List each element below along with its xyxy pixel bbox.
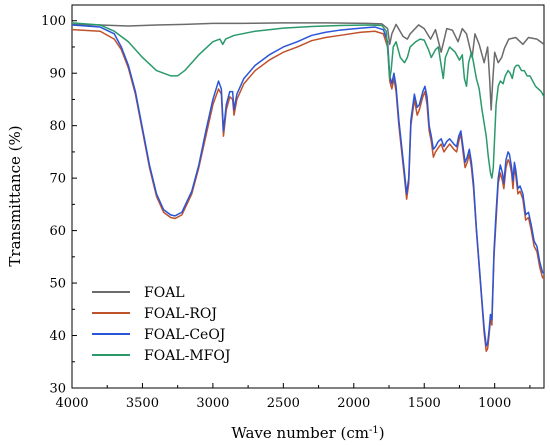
x-tick-label: 1000	[478, 396, 511, 411]
legend: FOAL FOAL-ROJ FOAL-CeOJ FOAL-MFOJ	[92, 285, 230, 364]
y-tick-label: 90	[49, 67, 66, 82]
y-tick-label: 60	[49, 224, 66, 239]
x-tick-label: 3500	[126, 396, 159, 411]
x-axis-title: Wave number (cm-1)	[231, 424, 384, 442]
x-axis-ticks: 4000 3500 3000 2500 2000 1500 1000	[55, 383, 531, 411]
y-tick-label: 70	[49, 172, 66, 187]
series-line-foal-ceoj	[72, 24, 544, 347]
y-axis-ticks: 30 40 50 60 70 80 90 100	[41, 14, 77, 397]
y-axis-title: Transmittance (%)	[6, 125, 24, 266]
y-tick-label: 80	[49, 119, 66, 134]
x-tick-label: 4000	[55, 396, 88, 411]
x-tick-label: 3000	[196, 396, 229, 411]
y-tick-label: 100	[41, 14, 66, 29]
series-line-foal-roj	[72, 28, 544, 353]
x-tick-label: 2000	[337, 396, 370, 411]
series-line-foal	[72, 22, 544, 111]
y-tick-label: 40	[49, 329, 66, 344]
x-tick-label: 2500	[267, 396, 300, 411]
legend-label-foal-mfoj: FOAL-MFOJ	[144, 348, 230, 364]
legend-label-foal: FOAL	[144, 285, 185, 301]
plot-frame	[71, 4, 545, 389]
x-tick-label: 1500	[408, 396, 441, 411]
y-tick-label: 50	[49, 277, 66, 292]
legend-label-foal-ceoj: FOAL-CeOJ	[144, 327, 225, 343]
y-tick-label: 30	[49, 382, 66, 397]
legend-label-foal-roj: FOAL-ROJ	[144, 306, 217, 322]
series-layer	[72, 22, 544, 353]
series-line-foal-mfoj	[72, 22, 544, 179]
